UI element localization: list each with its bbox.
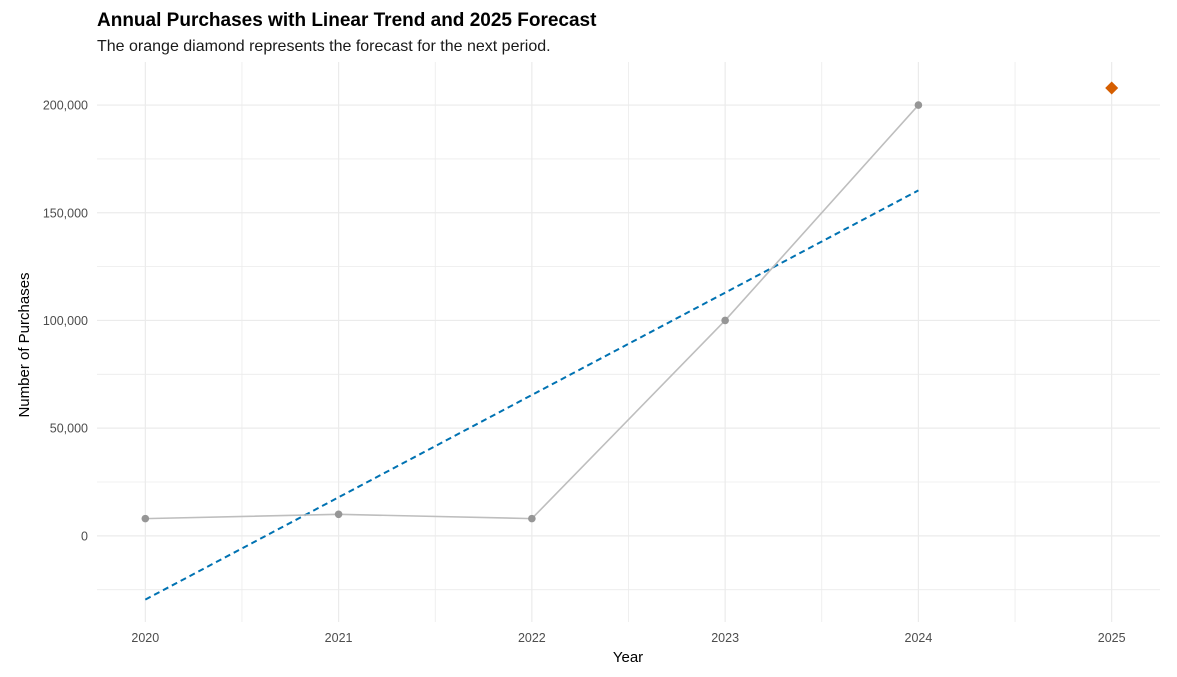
y-tick-label: 50,000	[50, 422, 88, 436]
x-tick-label: 2025	[1098, 631, 1126, 645]
data-point	[528, 514, 536, 523]
y-axis-ticks: 0 50,000 100,000 150,000 200,000	[43, 99, 88, 544]
data-point	[914, 101, 923, 109]
major-gridlines	[97, 62, 1160, 622]
x-axis-title: Year	[613, 649, 643, 666]
data-point	[334, 510, 343, 519]
x-tick-label: 2021	[325, 631, 353, 645]
x-tick-label: 2020	[131, 631, 159, 645]
chart-subtitle: The orange diamond represents the foreca…	[97, 38, 551, 55]
x-tick-label: 2022	[518, 631, 546, 645]
series-layer	[141, 101, 923, 523]
x-tick-label: 2023	[711, 631, 739, 645]
y-tick-label: 150,000	[43, 206, 88, 220]
forecast-diamond	[1105, 81, 1119, 95]
minor-gridlines	[97, 62, 1160, 622]
trend-layer	[144, 189, 919, 601]
data-point	[141, 514, 150, 523]
y-tick-label: 0	[81, 529, 88, 543]
x-axis-ticks: 2020 2021 2022 2023 2024 2025	[131, 631, 1125, 645]
trend-line	[144, 189, 919, 601]
x-tick-label: 2024	[905, 631, 933, 645]
y-axis-title: Number of Purchases	[16, 272, 33, 417]
forecast-layer	[1105, 81, 1119, 95]
data-point	[721, 316, 729, 325]
chart-title: Annual Purchases with Linear Trend and 2…	[97, 10, 597, 31]
y-tick-label: 100,000	[43, 314, 88, 328]
y-tick-label: 200,000	[43, 99, 88, 113]
